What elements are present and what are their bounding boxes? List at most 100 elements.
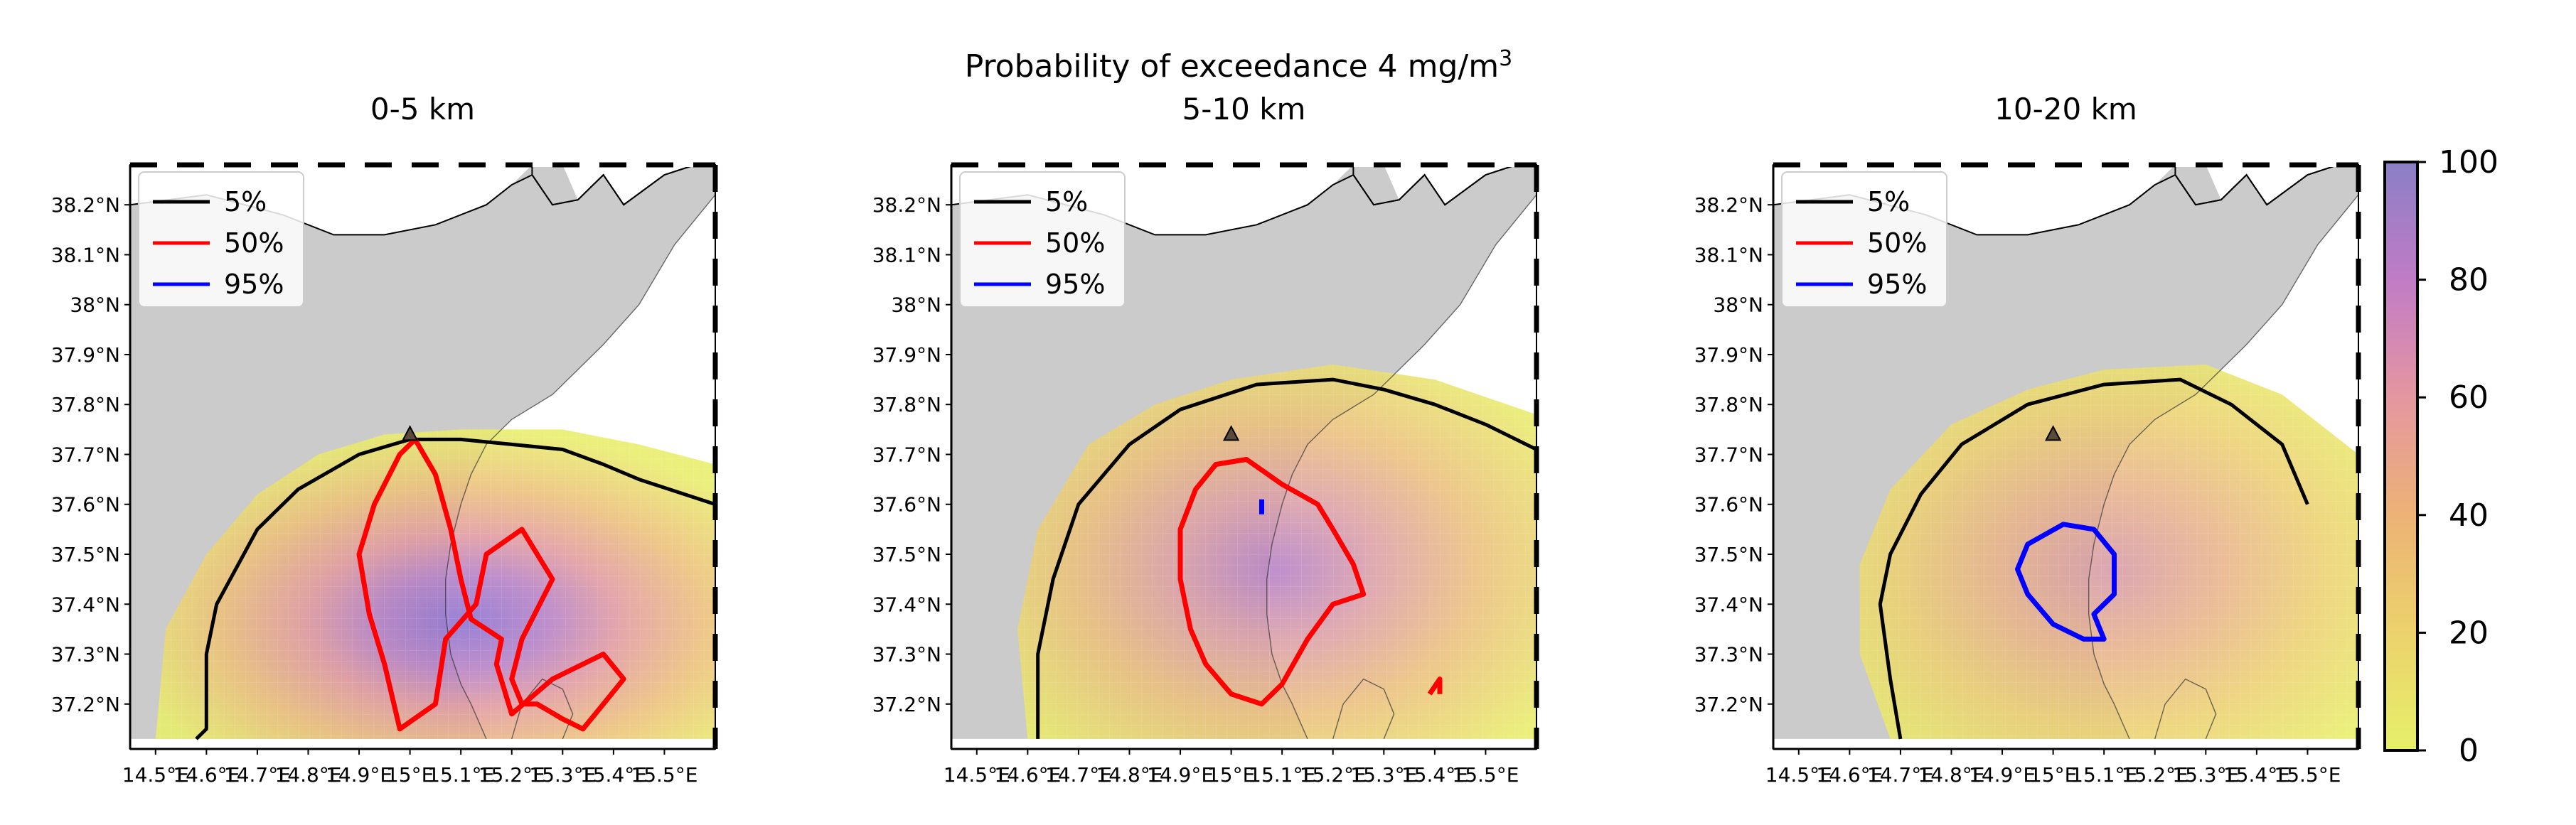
lat-tick-label: 37.4°N — [51, 593, 120, 616]
legend-label: 95% — [224, 269, 284, 300]
lat-tick-label: 37.6°N — [1694, 493, 1763, 517]
legend-label: 95% — [1045, 269, 1105, 300]
lon-tick-label: 15.4°E — [1401, 763, 1468, 787]
lon-tick-label: 15.3°E — [529, 763, 596, 787]
lon-tick-label: 14.6°E — [173, 763, 240, 787]
lat-tick-label: 37.7°N — [51, 443, 120, 466]
colorbar-tick-label: 80 — [2449, 262, 2489, 298]
colorbar: 0 20 40 60 80 100 — [2383, 144, 2498, 769]
lat-tick-label: 37.2°N — [1694, 693, 1763, 716]
lat-tick-label: 37.3°N — [1694, 643, 1763, 667]
legend: 5% 50% 95% — [1781, 171, 1947, 308]
lon-tick-label: 14.9°E — [1969, 763, 2036, 787]
lon-tick-label: 15°E — [2029, 763, 2077, 787]
lon-tick-label: 15°E — [1207, 763, 1255, 787]
lat-tick-label: 37.7°N — [872, 443, 941, 466]
lon-tick-label: 14.7°E — [224, 763, 291, 787]
contour-5pct-0 — [195, 437, 715, 740]
lon-tick-label: 15.1°E — [1249, 763, 1315, 787]
contour-50pct-1 — [356, 436, 626, 732]
legend: 5% 50% 95% — [138, 171, 304, 308]
legend-label: 5% — [224, 186, 267, 217]
lon-tick-label: 14.6°E — [1816, 763, 1883, 787]
lon-tick-label: 14.5°E — [944, 763, 1010, 787]
map-panel-3: 10-20 km 37.2°N 37.3°N 37.4°N 37.5°N 37.6°N 37… — [1694, 92, 2361, 787]
volcano-vent-marker — [2044, 425, 2062, 441]
colorbar-tick-label: 40 — [2449, 497, 2489, 534]
lat-tick-label: 37.3°N — [51, 643, 120, 667]
lat-tick-label: 37.2°N — [51, 693, 120, 716]
lat-tick-label: 37.5°N — [872, 543, 941, 566]
map-panel-1: 0-5 km 37.2°N 37.3°N 37.4°N 37.5°N 37.6°N 37.7… — [51, 92, 718, 787]
lon-tick-label: 14.8°E — [1918, 763, 1984, 787]
colorbar-tick-label: 60 — [2449, 379, 2489, 416]
contour-95pct-1 — [2015, 522, 2117, 642]
lat-tick-label: 37.9°N — [1694, 343, 1763, 367]
lat-tick-label: 37.5°N — [1694, 543, 1763, 566]
lat-tick-label: 38.1°N — [872, 243, 941, 266]
lon-tick-label: 15.4°E — [580, 763, 647, 787]
contour-5pct-0 — [1036, 377, 1536, 739]
colorbar-tick-label: 100 — [2439, 144, 2498, 180]
lon-tick-label: 14.8°E — [1096, 763, 1163, 787]
lon-tick-label: 14.9°E — [1147, 763, 1214, 787]
lat-tick-label: 38°N — [1713, 293, 1763, 317]
lon-tick-label: 15.1°E — [427, 763, 494, 787]
lat-tick-label: 37.7°N — [1694, 443, 1763, 466]
volcano-vent-marker — [401, 425, 419, 441]
legend-label: 5% — [1867, 186, 1910, 217]
lat-tick-label: 37.4°N — [872, 593, 941, 616]
legend-label: 50% — [1045, 227, 1105, 259]
panel-title: 5-10 km — [1182, 92, 1306, 126]
contour-5pct-0 — [1878, 377, 2309, 740]
figure-suptitle: Probability of exceedance 4 mg/m3 — [965, 46, 1512, 85]
contour-50pct-1 — [1177, 457, 1367, 707]
lat-tick-label: 37.8°N — [51, 393, 120, 416]
lat-tick-label: 37.8°N — [872, 393, 941, 416]
lat-tick-label: 37.4°N — [1694, 593, 1763, 616]
legend-label: 50% — [1867, 227, 1927, 259]
lon-tick-label: 15.5°E — [1452, 763, 1519, 787]
lat-tick-label: 37.5°N — [51, 543, 120, 566]
lon-tick-label: 15.5°E — [2274, 763, 2341, 787]
colorbar-tick-label: 0 — [2459, 733, 2479, 769]
lat-tick-label: 37.9°N — [51, 343, 120, 367]
lon-tick-label: 14.5°E — [122, 763, 189, 787]
lat-tick-label: 37.6°N — [872, 493, 941, 517]
lat-tick-label: 38.1°N — [1694, 243, 1763, 266]
lon-tick-label: 14.8°E — [274, 763, 341, 787]
lon-tick-label: 15.2°E — [2122, 763, 2188, 787]
lat-tick-label: 38°N — [891, 293, 941, 317]
legend: 5% 50% 95% — [959, 171, 1126, 308]
lat-tick-label: 38.1°N — [51, 243, 120, 266]
panel-title: 0-5 km — [370, 92, 475, 126]
lon-tick-label: 15.4°E — [2223, 763, 2290, 787]
lon-tick-label: 15.2°E — [479, 763, 545, 787]
lat-tick-label: 37.8°N — [1694, 393, 1763, 416]
lat-tick-label: 37.3°N — [872, 643, 941, 667]
lon-tick-label: 15.3°E — [1350, 763, 1417, 787]
panel-title: 10-20 km — [1994, 92, 2137, 126]
lon-tick-label: 15.5°E — [631, 763, 698, 787]
lon-tick-label: 14.7°E — [1867, 763, 1934, 787]
lon-tick-label: 15.1°E — [2070, 763, 2137, 787]
lat-tick-label: 37.9°N — [872, 343, 941, 367]
lon-tick-label: 14.7°E — [1045, 763, 1112, 787]
lat-tick-label: 38.2°N — [872, 193, 941, 217]
map-panel-2: 5-10 km 37.2°N 37.3°N 37.4°N 37.5°N 37.6°N 37.… — [872, 92, 1539, 787]
lon-tick-label: 15.2°E — [1300, 763, 1367, 787]
lat-tick-label: 38°N — [70, 293, 120, 317]
legend-label: 50% — [224, 227, 284, 259]
lon-tick-label: 14.9°E — [326, 763, 392, 787]
volcano-vent-marker — [1222, 425, 1240, 441]
legend-label: 95% — [1867, 269, 1927, 300]
lat-tick-label: 37.6°N — [51, 493, 120, 517]
lat-tick-label: 38.2°N — [1694, 193, 1763, 217]
contour-50pct-2 — [1427, 676, 1443, 696]
lon-tick-label: 15°E — [386, 763, 434, 787]
lon-tick-label: 15.3°E — [2172, 763, 2239, 787]
lat-tick-label: 38.2°N — [51, 193, 120, 217]
lat-tick-label: 37.2°N — [872, 693, 941, 716]
legend-label: 5% — [1045, 186, 1088, 217]
